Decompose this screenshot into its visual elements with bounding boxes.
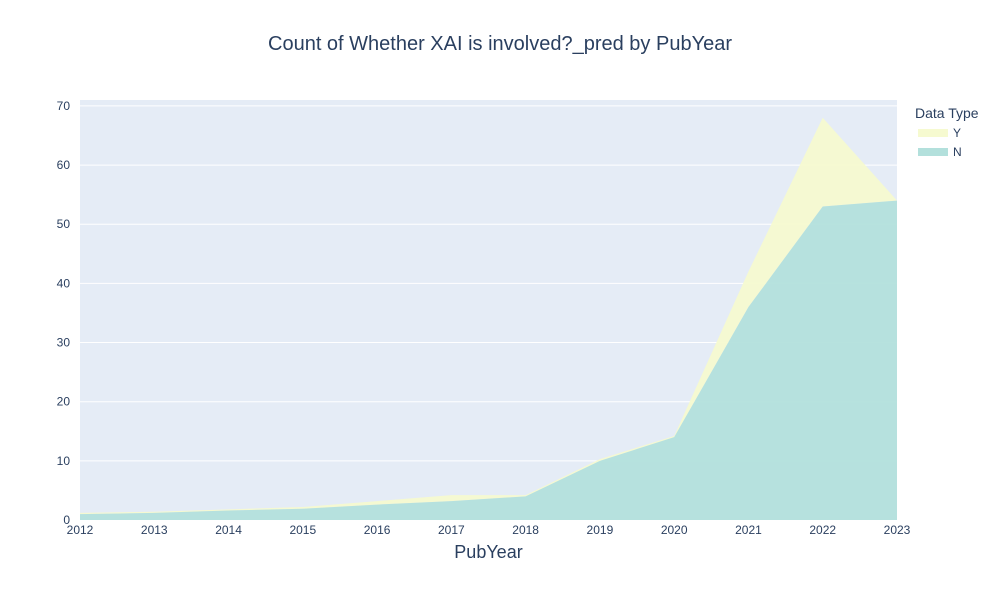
grid-lines <box>80 105 897 462</box>
x-tick-label: 2015 <box>289 523 316 537</box>
y-tick-label: 10 <box>57 454 71 468</box>
area-series-n[interactable] <box>80 200 897 520</box>
legend-label: N <box>953 145 962 159</box>
x-tick-label: 2022 <box>809 523 836 537</box>
legend-swatch <box>918 129 948 137</box>
legend: Data Type YN <box>915 105 979 159</box>
x-tick-label: 2020 <box>661 523 688 537</box>
x-tick-label: 2019 <box>587 523 614 537</box>
legend-swatch <box>918 148 948 156</box>
x-tick-label: 2017 <box>438 523 465 537</box>
y-tick-label: 20 <box>57 395 71 409</box>
legend-item-y[interactable]: Y <box>918 126 961 140</box>
y-tick-label: 70 <box>57 99 71 113</box>
x-tick-label: 2013 <box>141 523 168 537</box>
y-tick-label: 50 <box>57 217 71 231</box>
legend-title: Data Type <box>915 105 979 121</box>
x-tick-label: 2021 <box>735 523 762 537</box>
area-series-layer <box>80 117 897 520</box>
x-tick-labels: 2012 2013 2014 2015 2016 2017 2018 2019 2020 2021… <box>67 523 911 537</box>
x-tick-label: 2012 <box>67 523 94 537</box>
y-tick-label: 40 <box>57 276 71 290</box>
chart-title: Count of Whether XAI is involved?_pred b… <box>268 33 732 55</box>
legend-label: Y <box>953 126 961 140</box>
x-tick-label: 2016 <box>364 523 391 537</box>
x-tick-label: 2018 <box>512 523 539 537</box>
y-tick-label: 0 <box>63 513 70 527</box>
legend-item-n[interactable]: N <box>918 145 962 159</box>
y-tick-label: 30 <box>57 336 71 350</box>
y-tick-labels: 0 10 20 30 40 50 60 70 <box>57 99 71 527</box>
legend-items: YN <box>918 126 962 159</box>
x-axis-title: PubYear <box>454 542 522 562</box>
x-tick-label: 2023 <box>884 523 911 537</box>
x-tick-label: 2014 <box>215 523 242 537</box>
y-tick-label: 60 <box>57 158 71 172</box>
area-series-y[interactable] <box>80 117 897 515</box>
